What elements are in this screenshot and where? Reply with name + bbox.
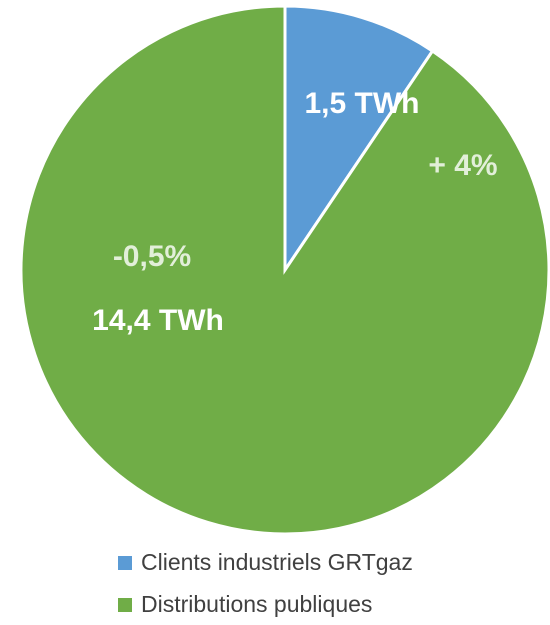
legend-swatch xyxy=(118,598,132,612)
annotation: -0,5% xyxy=(113,240,191,273)
pie-slice xyxy=(283,4,435,275)
legend-label: Distributions publiques xyxy=(141,591,372,617)
pie-slice xyxy=(19,4,550,536)
value-label: 1,5 TWh xyxy=(304,87,419,120)
legend-label: Clients industriels GRTgaz xyxy=(141,549,413,575)
legend-swatch xyxy=(118,556,132,570)
annotation: + 4% xyxy=(428,149,497,182)
value-label: 14,4 TWh xyxy=(92,304,224,337)
